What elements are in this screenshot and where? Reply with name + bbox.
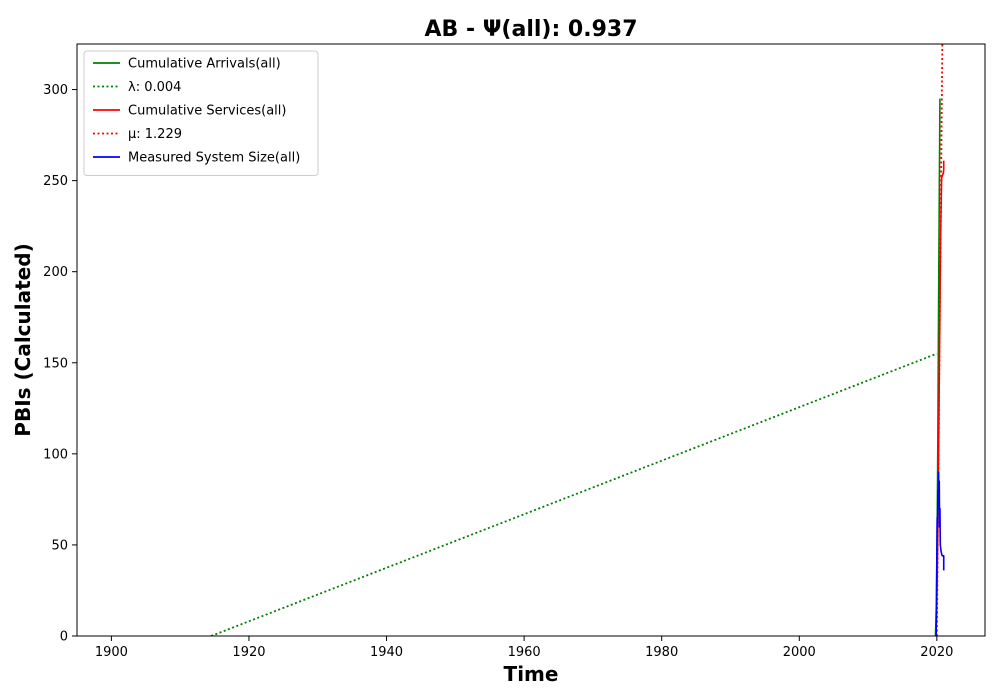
x-tick-label: 1920 <box>232 645 265 660</box>
series-line-0-004 <box>210 352 938 636</box>
legend-label: Cumulative Arrivals(all) <box>128 57 281 72</box>
chart-title: AB - Ψ(all): 0.937 <box>424 17 637 42</box>
y-axis: 0 50 100 150 200 250 300 <box>43 83 77 645</box>
y-tick-label: 250 <box>43 174 68 189</box>
y-tick-label: 50 <box>51 538 68 553</box>
legend-label: Measured System Size(all) <box>128 151 300 166</box>
x-tick-label: 1980 <box>645 645 678 660</box>
x-tick-label: 2020 <box>920 645 953 660</box>
y-tick-label: 0 <box>60 630 68 645</box>
y-tick-label: 100 <box>43 447 68 462</box>
x-axis-label: Time <box>504 662 559 686</box>
legend-label: Cumulative Services(all) <box>128 104 286 119</box>
series-line-measured-system-size-all <box>935 471 945 636</box>
legend-label: μ: 1.229 <box>128 127 182 142</box>
x-tick-label: 1900 <box>95 645 128 660</box>
x-tick-label: 1940 <box>370 645 403 660</box>
legend: Cumulative Arrivals(all) λ: 0.004 Cumulati… <box>83 50 319 176</box>
x-tick-label: 1960 <box>508 645 541 660</box>
plot-frame <box>76 43 986 637</box>
x-tick-label: 2000 <box>783 645 816 660</box>
y-tick-label: 300 <box>43 83 68 98</box>
legend-box <box>83 50 319 176</box>
series-layer <box>210 44 945 636</box>
y-tick-label: 150 <box>43 356 68 371</box>
legend-label: λ: 0.004 <box>128 80 181 95</box>
y-tick-label: 200 <box>43 265 68 280</box>
x-axis: 1900 1920 1940 1960 1980 2000 2020 <box>95 636 953 660</box>
series-lines <box>210 44 945 636</box>
y-axis-label: PBIs (Calculated) <box>11 243 35 436</box>
